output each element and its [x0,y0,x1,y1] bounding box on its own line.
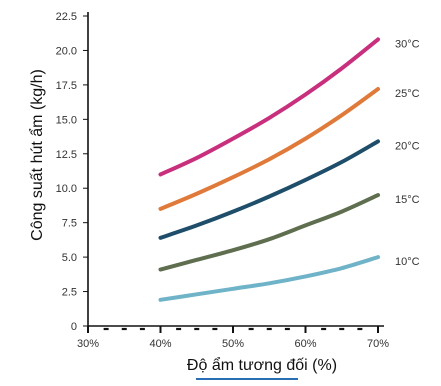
x-axis-title: Độ ẩm tương đối (%) [187,356,337,374]
series-line-0 [158,37,380,177]
series-line-4 [158,255,380,302]
series-label-3: 15°C [395,194,420,206]
x-tick-label: 50% [222,338,244,350]
series-layer [158,37,380,302]
series-label-1: 25°C [395,88,420,100]
x-tick-label: 30% [77,338,99,350]
y-tick-label: 2.5 [62,287,77,299]
y-tick-label: 0 [71,321,77,333]
x-tick-label: 40% [149,338,171,350]
y-tick-label: 10.0 [56,183,77,195]
series-label-4: 10°C [395,256,420,268]
series-line-2 [158,139,380,240]
series-label-2: 20°C [395,140,420,152]
y-tick-label: 20.0 [56,45,77,57]
y-axis-title: Công suất hút ẩm (kg/h) [28,69,46,241]
y-tick-label: 5.0 [62,252,77,264]
x-tick-label: 70% [367,338,389,350]
y-tick-label: 17.5 [56,80,77,92]
y-tick-label: 12.5 [56,149,77,161]
y-tick-label: 15.0 [56,114,77,126]
series-label-0: 30°C [395,38,420,50]
y-tick-label: 7.5 [62,218,77,230]
axes-layer: 0 2.5 5.0 7.5 10.0 12.5 15.0 17.5 20.0 22.5 30% 40%… [56,11,389,380]
y-tick-label: 22.5 [56,11,77,23]
label-layer: 30°C 25°C 20°C 15°C 10°C [395,38,420,268]
series-line-3 [158,193,380,272]
series-line-1 [158,87,380,211]
x-tick-label: 60% [294,338,316,350]
